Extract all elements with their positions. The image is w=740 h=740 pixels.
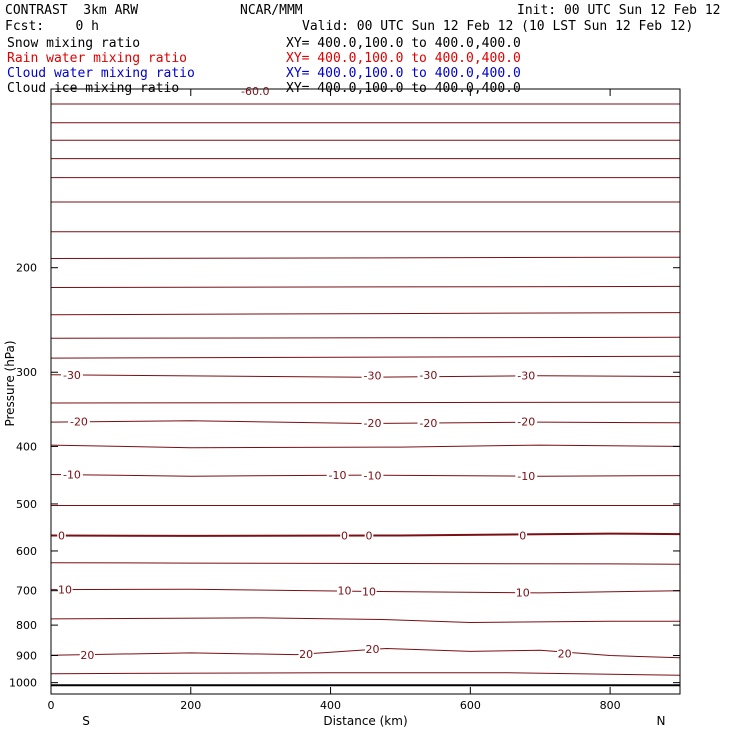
y-tick-label: 800 bbox=[16, 619, 37, 632]
contour-label-bg bbox=[336, 584, 353, 597]
x-tick-label: 0 bbox=[48, 699, 55, 712]
contour-label: -20 bbox=[419, 417, 437, 430]
y-tick-label: 300 bbox=[16, 366, 37, 379]
contour-label: 20 bbox=[80, 649, 94, 662]
contour-line-7 bbox=[50, 256, 681, 259]
contour-label-bg bbox=[361, 416, 384, 429]
contour-label: -10 bbox=[329, 469, 347, 482]
contour-label: 10 bbox=[516, 587, 530, 600]
contour-label-bg bbox=[361, 369, 384, 382]
source-label: NCAR/MMM bbox=[240, 3, 303, 18]
contour-label: -20 bbox=[364, 417, 382, 430]
south-label: S bbox=[82, 714, 90, 728]
field-cloudwater-xy: XY= 400.0,100.0 to 400.0,400.0 bbox=[286, 66, 521, 81]
contour-label: -30 bbox=[364, 370, 382, 383]
contour-line-9 bbox=[50, 312, 681, 316]
contour-label: -30 bbox=[517, 370, 535, 383]
contour-label-bg bbox=[61, 368, 83, 381]
contour-label-bg bbox=[417, 368, 440, 381]
field-snow-xy: XY= 400.0,100.0 to 400.0,400.0 bbox=[286, 36, 521, 51]
contour-label: -30 bbox=[419, 369, 437, 382]
contour-label: 0 bbox=[341, 529, 348, 542]
contour-line-21 bbox=[50, 617, 680, 624]
contour-label: -20 bbox=[517, 415, 535, 428]
contour-label-bg bbox=[61, 468, 83, 481]
field-rain-label: Rain water mixing ratio bbox=[7, 51, 188, 66]
contour-label: 10 bbox=[338, 585, 352, 598]
contour-line-22 bbox=[50, 647, 681, 659]
plot-frame bbox=[50, 88, 681, 695]
contour-label-bg bbox=[515, 369, 538, 382]
top-contour-label: -60.0 bbox=[241, 85, 269, 98]
contour-label: 10 bbox=[58, 584, 72, 597]
x-tick-label: 800 bbox=[600, 699, 621, 712]
contour-label-bg bbox=[364, 643, 381, 656]
contour-label-bg bbox=[417, 416, 440, 429]
contour-label: -10 bbox=[63, 468, 81, 481]
contour-label: -10 bbox=[517, 470, 535, 483]
y-axis-title: Pressure (hPa) bbox=[3, 340, 17, 426]
contour-label-bg bbox=[326, 469, 349, 482]
contour-label-bg bbox=[515, 470, 538, 483]
contour-label-bg bbox=[518, 529, 528, 542]
contour-line-19 bbox=[50, 562, 681, 565]
contour-label-bg bbox=[515, 415, 538, 428]
north-label: N bbox=[657, 714, 666, 728]
field-snow-label: Snow mixing ratio bbox=[7, 36, 141, 51]
x-axis-title: Distance (km) bbox=[323, 714, 407, 728]
contour-label: 20 bbox=[365, 643, 379, 656]
contour-label-bg bbox=[57, 583, 73, 596]
x-axis: 0 200 400 600 800 bbox=[48, 89, 621, 712]
y-tick-label: 500 bbox=[16, 498, 37, 511]
contour-line-11 bbox=[50, 355, 681, 359]
contour-line-18 bbox=[50, 532, 681, 537]
model-title: CONTRAST 3km ARW bbox=[5, 3, 139, 18]
contour-label-bg bbox=[68, 415, 90, 428]
forecast-hour: Fcst: 0 h bbox=[5, 19, 99, 34]
contour-line-15 bbox=[50, 444, 681, 449]
contour-label: -10 bbox=[364, 470, 382, 483]
contour-label: 10 bbox=[362, 585, 376, 598]
contour-label-bg bbox=[364, 529, 374, 542]
contour-label: 0 bbox=[519, 529, 526, 542]
y-tick-label: 400 bbox=[16, 440, 37, 453]
contour-label-bg bbox=[361, 469, 384, 482]
contour-label-bg bbox=[298, 648, 314, 661]
x-tick-label: 600 bbox=[460, 699, 481, 712]
y-tick-label: 900 bbox=[16, 649, 37, 662]
contour-label: 0 bbox=[58, 529, 65, 542]
contour-line-13 bbox=[50, 401, 681, 404]
contour-label-bg bbox=[57, 529, 66, 542]
y-tick-label: 200 bbox=[16, 262, 37, 275]
contour-line-8 bbox=[50, 285, 681, 288]
contour-label: 20 bbox=[558, 647, 572, 660]
contour-label-bg bbox=[515, 586, 531, 599]
y-tick-label: 1000 bbox=[9, 677, 37, 690]
contour-line-23 bbox=[50, 672, 681, 676]
contour-label: -20 bbox=[70, 415, 88, 428]
contour-label-bg bbox=[79, 649, 95, 662]
contour-label: 20 bbox=[299, 648, 313, 661]
field-cloudwater-label: Cloud water mixing ratio bbox=[7, 66, 195, 81]
contour-line-10 bbox=[50, 336, 681, 339]
y-tick-label: 700 bbox=[16, 585, 37, 598]
contour-line-12 bbox=[50, 374, 681, 378]
valid-time: Valid: 00 UTC Sun 12 Feb 12 (10 LST Sun … bbox=[302, 19, 694, 34]
contour-label-bg bbox=[557, 647, 573, 660]
x-tick-label: 200 bbox=[180, 699, 201, 712]
field-rain-xy: XY= 400.0,100.0 to 400.0,400.0 bbox=[286, 51, 521, 66]
init-time: Init: 00 UTC Sun 12 Feb 12 bbox=[517, 3, 721, 18]
contour-label: 0 bbox=[365, 529, 372, 542]
y-tick-label: 600 bbox=[16, 545, 37, 558]
x-tick-label: 400 bbox=[320, 699, 341, 712]
contour-lines bbox=[50, 103, 681, 687]
contour-labels: -30 -30 -30 -30 -20 -20 -20 -20 -10 -10 -10 -10 0 0 0 0… bbox=[57, 368, 573, 662]
contour-label-bg bbox=[340, 529, 349, 542]
contour-label-bg bbox=[361, 585, 377, 598]
contour-label: -30 bbox=[63, 369, 81, 382]
